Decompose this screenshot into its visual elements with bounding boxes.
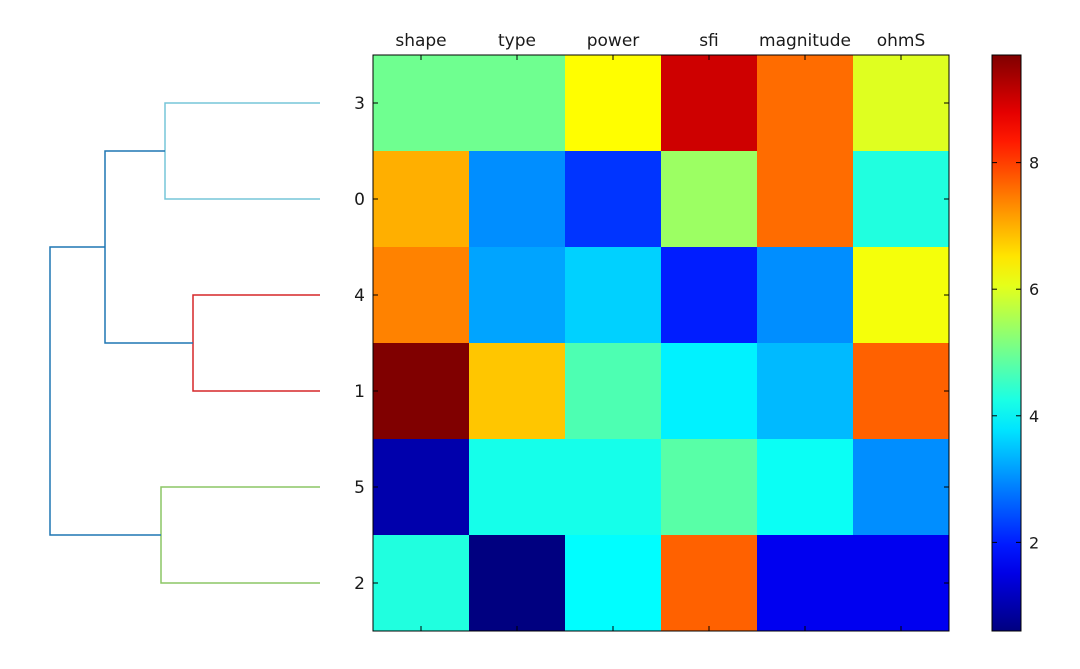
heatmap-cell-2-magnitude [757, 535, 854, 632]
dendrogram-link-root [49, 246, 161, 536]
colorbar-tick-label: 2 [1029, 533, 1039, 552]
heatmap-cell-1-type [469, 343, 566, 440]
heatmap-cell-4-type [469, 247, 566, 344]
heatmap-cell-1-sfi [661, 343, 758, 440]
column-label-power: power [587, 31, 640, 51]
colorbar-frame [991, 54, 1022, 632]
column-label-magnitude: magnitude [759, 31, 851, 51]
heatmap-cell-1-power [565, 343, 662, 440]
heatmap-cell-0-ohmS [853, 151, 950, 248]
column-label-ohmS: ohmS [877, 31, 926, 51]
heatmap-cell-2-shape [373, 535, 470, 632]
heatmap-cell-5-type [469, 439, 566, 536]
heatmap-cell-0-shape [373, 151, 470, 248]
heatmap-cell-3-shape [373, 55, 470, 152]
heatmap-cell-3-sfi [661, 55, 758, 152]
row-ticks [373, 102, 949, 584]
heatmap-cell-4-power [565, 247, 662, 344]
heatmap-cell-5-ohmS [853, 439, 950, 536]
heatmap-cell-0-sfi [661, 151, 758, 248]
column-labels: shape type power sfi magnitude ohmS [395, 31, 925, 51]
heatmap-cell-4-ohmS [853, 247, 950, 344]
colorbar-tick-label: 6 [1029, 280, 1039, 299]
heatmap-cell-3-power [565, 55, 662, 152]
heatmap-cell-1-shape [373, 343, 470, 440]
row-label-5: 5 [354, 478, 365, 498]
heatmap-cells [373, 55, 950, 632]
row-labels: 3 0 4 1 5 2 [354, 94, 365, 594]
row-dendrogram [49, 102, 320, 584]
column-label-type: type [498, 31, 536, 51]
heatmap-frame [372, 54, 950, 632]
heatmap-cell-5-shape [373, 439, 470, 536]
row-label-2: 2 [354, 574, 365, 594]
heatmap-cell-5-sfi [661, 439, 758, 536]
dendrogram-cluster-1 [192, 294, 320, 392]
heatmap-cell-2-type [469, 535, 566, 632]
heatmap-cell-1-ohmS [853, 343, 950, 440]
heatmap-cell-0-power [565, 151, 662, 248]
row-label-4: 4 [354, 286, 365, 306]
colorbar-tick-label: 4 [1029, 407, 1039, 426]
heatmap-cell-1-magnitude [757, 343, 854, 440]
heatmap-cell-4-magnitude [757, 247, 854, 344]
heatmap-cell-4-sfi [661, 247, 758, 344]
heatmap-cell-3-magnitude [757, 55, 854, 152]
colorbar: 2 4 6 8 [991, 54, 1039, 632]
heatmap-cell-5-power [565, 439, 662, 536]
colorbar-tick-label: 8 [1029, 154, 1039, 173]
heatmap-cell-3-type [469, 55, 566, 152]
row-label-3: 3 [354, 94, 365, 114]
heatmap-cell-0-type [469, 151, 566, 248]
heatmap-cell-0-magnitude [757, 151, 854, 248]
column-label-shape: shape [395, 31, 446, 51]
heatmap-cell-4-shape [373, 247, 470, 344]
row-label-0: 0 [354, 190, 365, 210]
heatmap-cell-3-ohmS [853, 55, 950, 152]
heatmap-cell-5-magnitude [757, 439, 854, 536]
dendrogram-cluster-2 [160, 486, 320, 584]
row-label-1: 1 [354, 382, 365, 402]
heatmap-cell-2-power [565, 535, 662, 632]
dendrogram-cluster-0 [164, 102, 320, 200]
column-ticks [420, 55, 902, 631]
heatmap-cell-2-sfi [661, 535, 758, 632]
heatmap-cell-2-ohmS [853, 535, 950, 632]
colorbar-gradient [992, 55, 1021, 631]
dendrogram-link-upper [104, 150, 193, 344]
column-label-sfi: sfi [699, 31, 719, 51]
